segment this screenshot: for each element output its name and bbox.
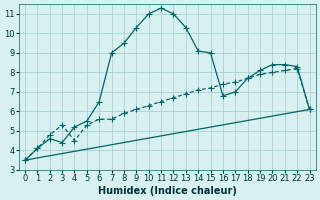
X-axis label: Humidex (Indice chaleur): Humidex (Indice chaleur) — [98, 186, 237, 196]
